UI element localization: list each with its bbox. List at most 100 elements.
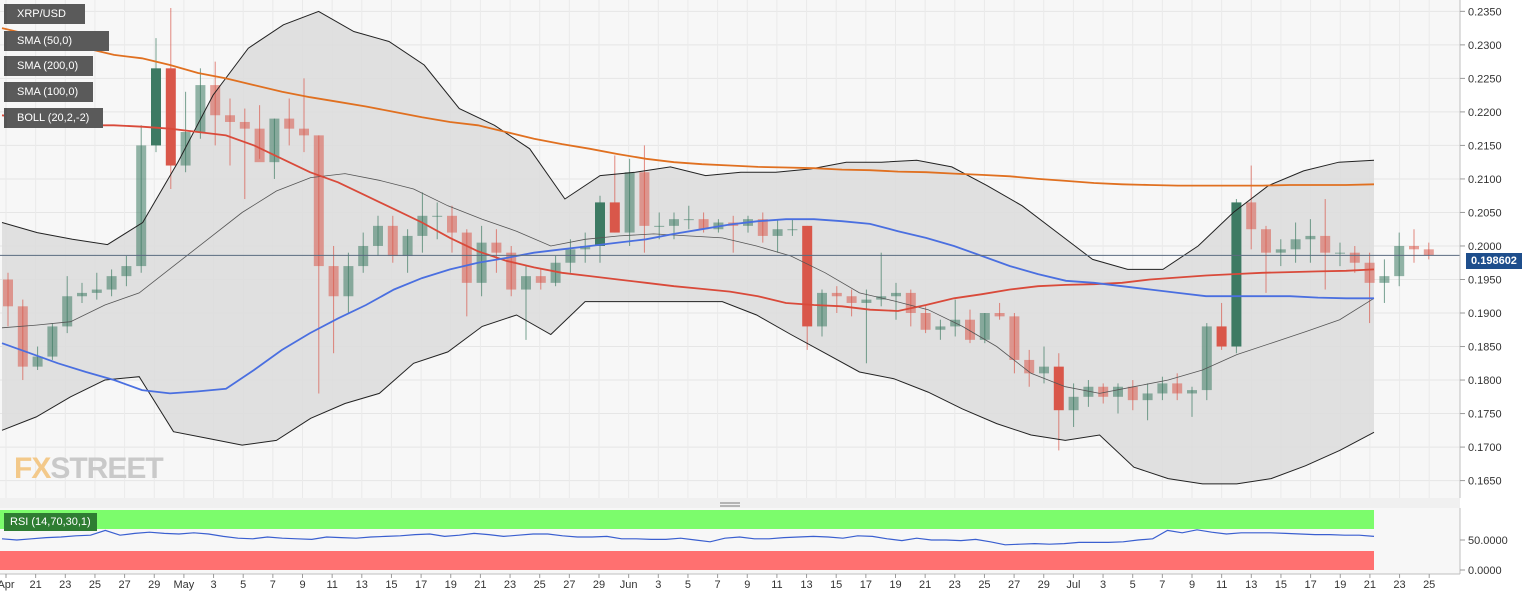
candle-body	[1320, 235, 1331, 253]
x-tick-label: 9	[1189, 579, 1195, 591]
candle-body	[180, 132, 191, 166]
x-tick-label: 11	[1216, 579, 1227, 591]
y-tick-label: 0.2150	[1468, 140, 1502, 152]
price-axis: 0.2350 0.2300 0.2250 0.2200 0.2150 0.2100 0.20…	[1460, 6, 1502, 488]
legend-item-xrp-usd[interactable]: XRP/USD	[4, 4, 85, 24]
x-tick-label: 7	[270, 579, 276, 591]
candle-body	[1172, 383, 1183, 394]
candle-body	[106, 276, 117, 290]
rsi-overbought-zone	[0, 510, 1374, 529]
legend-label: SMA (200,0)	[17, 60, 79, 72]
x-tick-label: 15	[1275, 579, 1287, 591]
x-tick-label: 27	[118, 579, 130, 591]
candle-body	[328, 266, 339, 297]
sma200-line	[1, 27, 1375, 187]
candle-body	[284, 118, 295, 129]
candle-body	[802, 225, 813, 327]
rsi-label: RSI (14,70,30,1)	[10, 516, 91, 528]
y-tick-label: 0.2100	[1468, 174, 1502, 186]
candle-body	[1083, 386, 1094, 397]
candle-body	[195, 85, 206, 133]
x-tick-label: 25	[89, 579, 101, 591]
time-axis: Apr 21 23 25 27 29 May 3 5 7 9 11 13 15 17 19 21 23 25 27 29…	[0, 574, 1435, 591]
candle-body	[447, 215, 457, 233]
candle-body	[1305, 235, 1316, 240]
x-tick-label: 21	[30, 579, 42, 591]
x-tick-label: 3	[210, 579, 216, 591]
x-tick-label: Apr	[0, 579, 15, 591]
candle-body	[491, 242, 502, 253]
candle-body	[417, 215, 428, 236]
candle-body	[935, 326, 946, 330]
candle-body	[1349, 252, 1360, 263]
rsi-oversold-zone	[0, 551, 1374, 570]
x-tick-label: 29	[148, 579, 160, 591]
x-tick-label: 13	[356, 579, 368, 591]
y-tick-label: 0.1650	[1468, 476, 1502, 488]
x-tick-label: 9	[299, 579, 305, 591]
x-tick-label: 7	[715, 579, 721, 591]
rsi-tick-label: 0.0000	[1468, 565, 1502, 577]
candle-body	[639, 172, 650, 226]
candle-body	[550, 262, 561, 283]
x-tick-label: 21	[919, 579, 931, 591]
candle-body	[358, 245, 369, 267]
candle-body	[313, 135, 324, 267]
y-tick-label: 0.1700	[1468, 442, 1502, 454]
sma50-line	[1, 218, 1374, 395]
legend-item-boll[interactable]: BOLL (20,2,-2)	[4, 108, 103, 128]
candle-body	[861, 299, 872, 303]
y-tick-label: 0.2050	[1468, 207, 1502, 219]
pane-resize-handle[interactable]	[720, 502, 740, 507]
x-tick-label: 27	[563, 579, 575, 591]
x-tick-label: 25	[534, 579, 546, 591]
candle-body	[787, 229, 798, 231]
candle-body	[299, 128, 309, 136]
candle-body	[121, 266, 132, 277]
candle-body	[965, 319, 975, 340]
last-price-tag: 0.198602	[1466, 253, 1522, 269]
candle-body	[91, 289, 102, 293]
candle-body	[506, 252, 517, 290]
candle-body	[772, 229, 783, 236]
indicator-lines	[1, 10, 1375, 485]
candle-body	[1379, 276, 1390, 283]
candle-body	[62, 296, 73, 327]
candle-body	[654, 225, 665, 227]
x-tick-label: 17	[860, 579, 872, 591]
boll-middle-line	[1, 173, 1375, 394]
y-tick-label: 0.2300	[1468, 40, 1502, 52]
legend-label: SMA (50,0)	[17, 35, 73, 47]
x-tick-label: 3	[655, 579, 661, 591]
x-tick-label: 25	[1423, 579, 1435, 591]
candle-body	[1009, 316, 1020, 360]
boll-lower-line	[1, 301, 1375, 485]
x-tick-label: 9	[744, 579, 750, 591]
candle-body	[225, 115, 235, 122]
candle-body	[521, 276, 531, 290]
y-tick-label: 0.1750	[1468, 409, 1502, 421]
watermark-street: STREET	[50, 452, 163, 485]
y-tick-label: 0.2250	[1468, 73, 1502, 85]
last-price-value: 0.198602	[1471, 255, 1517, 267]
candle-body	[1113, 386, 1123, 397]
candle-body	[1039, 366, 1049, 374]
legend-item-sma50[interactable]: SMA (50,0)	[4, 31, 109, 51]
x-tick-label: 15	[830, 579, 842, 591]
legend-item-sma100[interactable]: SMA (100,0)	[4, 82, 93, 102]
x-tick-label: 17	[415, 579, 427, 591]
legend-label: SMA (100,0)	[17, 86, 79, 98]
legend-item-sma200[interactable]: SMA (200,0)	[4, 56, 93, 76]
rsi-line	[1, 529, 1375, 546]
candle-body	[757, 219, 768, 236]
rsi-legend[interactable]: RSI (14,70,30,1)	[4, 513, 97, 531]
candle-body	[151, 68, 161, 146]
y-tick-label: 0.1900	[1468, 308, 1502, 320]
x-tick-label: 23	[949, 579, 961, 591]
x-tick-label: 13	[800, 579, 812, 591]
candle-body	[239, 121, 250, 129]
candle-body	[698, 219, 709, 230]
candle-body	[1127, 386, 1138, 401]
candle-body	[1157, 383, 1168, 394]
